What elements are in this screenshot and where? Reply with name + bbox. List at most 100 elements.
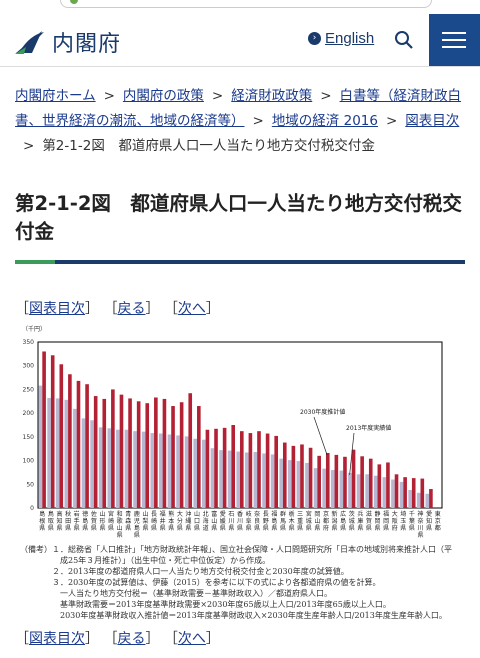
figure-index-link[interactable]: 図表目次 — [29, 631, 85, 647]
bar-2030 — [377, 464, 382, 508]
back-link[interactable]: 戻る — [117, 301, 146, 317]
back-link[interactable]: 戻る — [117, 631, 146, 647]
bar-2030 — [111, 389, 115, 508]
bar-2030 — [351, 449, 356, 508]
x-tick-label: 茨城県 — [349, 510, 355, 532]
x-tick-label: 岩手県 — [74, 510, 80, 532]
bracket: ［ — [163, 301, 178, 317]
x-tick-label: 岐阜県 — [246, 510, 252, 532]
bar-2013 — [176, 435, 180, 508]
hamburger-icon-line — [442, 39, 466, 41]
bar-2013 — [279, 458, 283, 508]
bar-2030 — [240, 431, 244, 508]
bar-2030 — [257, 431, 261, 508]
bar-2013 — [416, 492, 421, 508]
bar-2013 — [219, 450, 223, 508]
figure-index-link[interactable]: 図表目次 — [29, 301, 85, 317]
bar-2013 — [227, 450, 232, 508]
bracket: ］ — [145, 631, 160, 647]
breadcrumb-current: 第2-1-2図 都道府県人口一人当たり地方交付税交付金 — [42, 138, 375, 154]
annotation-2013: 2013年度実績値 — [346, 424, 391, 432]
x-tick-label: 富山県 — [211, 510, 217, 532]
bar-2030 — [274, 435, 278, 508]
bar-2013 — [253, 452, 258, 508]
breadcrumb-regional-economy[interactable]: 地域の経済 2016 — [271, 113, 378, 129]
breadcrumb-policy[interactable]: 内閣府の政策 — [122, 88, 204, 104]
bracket: ［ — [163, 631, 178, 647]
bar-2030 — [136, 401, 141, 508]
bar-2013 — [98, 427, 103, 508]
bar-2013 — [150, 433, 155, 508]
bar-2013 — [210, 448, 215, 508]
bar-2013 — [64, 399, 69, 508]
x-tick-label: 広島県 — [340, 510, 346, 532]
bar-2030 — [85, 384, 89, 508]
bar-2030 — [360, 456, 364, 508]
bar-2013 — [116, 429, 120, 508]
breadcrumb-separator: > — [211, 88, 224, 104]
bar-2030 — [214, 428, 218, 508]
x-tick-label: 青森県 — [125, 510, 131, 532]
chart-svg: （千円） 350 300 250 200 150 100 50 0 島根県鳥取県高知県秋田県岩手県… — [22, 325, 443, 539]
bar-2013 — [141, 431, 146, 508]
bar-2030 — [93, 396, 98, 508]
breadcrumb-separator: > — [23, 138, 35, 154]
breadcrumb-home[interactable]: 内閣府ホーム — [15, 88, 96, 104]
y-tick-label: 100 — [23, 458, 35, 465]
site-header: 内閣府 › English — [0, 14, 480, 66]
bar-2013 — [202, 439, 206, 508]
next-link[interactable]: 次へ — [177, 301, 206, 317]
bar-2030 — [291, 445, 296, 508]
site-logo[interactable]: 内閣府 — [14, 26, 121, 58]
bracket: ］ — [145, 301, 160, 317]
english-link[interactable]: English — [325, 30, 375, 47]
breadcrumb-economic-policy[interactable]: 経済財政政策 — [231, 88, 313, 104]
bar-2030 — [343, 456, 347, 508]
bar-2030 — [119, 394, 124, 508]
menu-button[interactable] — [429, 14, 480, 66]
y-tick-label: 250 — [23, 386, 35, 393]
x-tick-label: 埼玉県 — [400, 510, 406, 532]
bar-2030 — [68, 374, 72, 508]
secure-icon — [70, 0, 78, 4]
annotation-2030-leader — [313, 416, 328, 456]
x-tick-label: 大阪府 — [392, 510, 398, 532]
breadcrumb-figure-index[interactable]: 図表目次 — [405, 113, 460, 129]
x-tick-label: 石川県 — [228, 511, 234, 532]
x-tick-label: 福井県 — [160, 510, 166, 532]
breadcrumb-whitepapers[interactable]: 白書等（経済財政白書、世界経済の潮流、地域の経済等） — [15, 88, 462, 129]
bar-2030 — [197, 406, 201, 508]
x-tick-label: 三重県 — [297, 511, 303, 532]
y-tick-label: 50 — [26, 481, 34, 488]
bar-2013 — [236, 451, 240, 508]
page-title: 第2-1-2図 都道府県人口一人当たり地方交付税交付金 — [15, 192, 462, 243]
next-link[interactable]: 次へ — [177, 631, 206, 647]
x-tick-label: 群馬県 — [280, 510, 286, 532]
search-icon[interactable] — [394, 30, 414, 50]
bar-2030 — [317, 455, 321, 508]
title-underline-accent — [15, 260, 55, 264]
bar-2013 — [391, 479, 395, 508]
y-unit-label: （千円） — [22, 325, 46, 333]
bracket: ］ — [85, 301, 99, 317]
bar-2013 — [90, 420, 94, 508]
address-bar[interactable] — [60, 0, 432, 8]
note-line: ２．2013年度の都道府県人口一人当たり地方交付税交付金と2030年度の試算値。 — [20, 567, 349, 576]
bar-2030 — [145, 403, 150, 508]
x-tick-label: 滋賀県 — [366, 510, 372, 532]
bar-2030 — [205, 429, 210, 508]
language-switch[interactable]: › English — [308, 30, 374, 47]
title-underline — [15, 260, 465, 264]
bar-2030 — [102, 398, 107, 508]
hamburger-icon — [442, 32, 466, 34]
bar-2030 — [325, 452, 330, 508]
note-line: 基準財政需要＝2013年度基準財政需要×2030年度65歳以上人口/2013年度… — [20, 600, 391, 609]
logo-text: 内閣府 — [52, 32, 122, 57]
y-tick-label: 0 — [30, 505, 34, 512]
bar-2013 — [47, 397, 51, 508]
x-tick-label: 大分県 — [177, 510, 183, 532]
bar-2030 — [308, 447, 313, 508]
x-tick-label: 宮崎県 — [108, 510, 114, 532]
bar-2030 — [179, 402, 184, 508]
bracket: ］ — [85, 631, 99, 647]
